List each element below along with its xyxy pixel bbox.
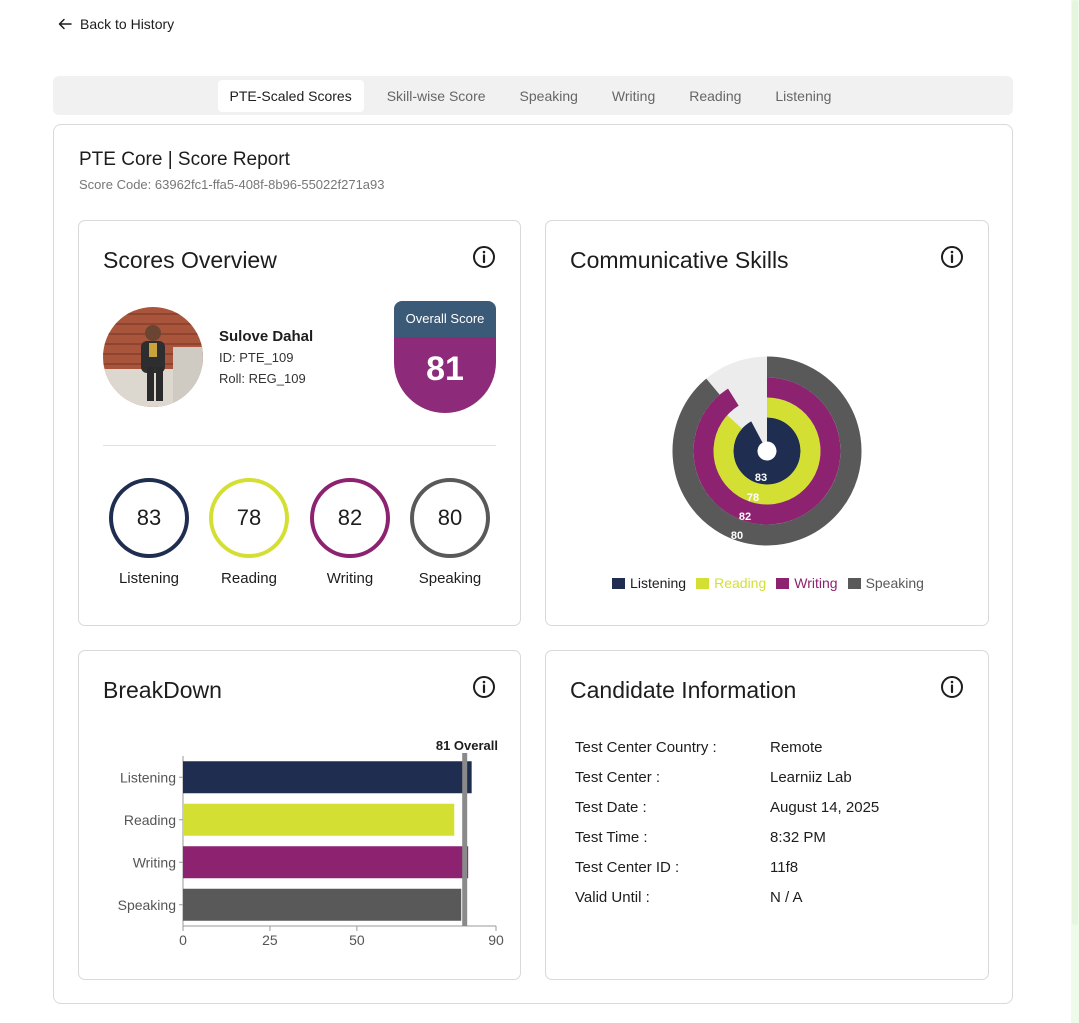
y-tick-label-speaking: Speaking	[118, 897, 176, 913]
tab-listening[interactable]: Listening	[775, 87, 832, 104]
legend-label: Reading	[714, 575, 767, 591]
info-value-test-date: August 14, 2025	[770, 799, 880, 816]
legend-label: Listening	[630, 575, 687, 591]
score-tabs: PTE-Scaled Scores Skill-wise Score Speak…	[53, 76, 1013, 115]
ring-label-writing: 82	[739, 511, 751, 523]
scrollbar-track[interactable]	[1071, 0, 1079, 1023]
ring-reading	[708, 392, 826, 510]
x-tick-label: 50	[349, 932, 365, 948]
legend-label: Speaking	[865, 575, 924, 591]
y-tick-label-listening: Listening	[120, 769, 176, 785]
legend-item-listening[interactable]: Listening	[612, 575, 686, 591]
writing-label: Writing	[326, 570, 374, 587]
listening-label: Listening	[118, 570, 180, 587]
back-label: Back to History	[80, 16, 175, 32]
y-tick-label-writing: Writing	[133, 854, 176, 870]
scores-overview-card: Scores Overview Sulove Dahal ID: PTE_109…	[78, 220, 521, 626]
card-title: BreakDown	[103, 677, 222, 703]
info-value-test-center-id: 11f8	[770, 859, 799, 876]
card-title: Communicative Skills	[570, 247, 789, 273]
card-title: Candidate Information	[570, 677, 797, 703]
chart-legend: Listening Reading Writing Speaking	[546, 575, 990, 591]
card-title: Scores Overview	[103, 247, 277, 273]
score-code: Score Code: 63962fc1-ffa5-408f-8b96-5502…	[79, 177, 385, 192]
info-label-valid-until: Valid Until :	[575, 889, 650, 906]
writing-score-ring: 82	[310, 478, 390, 558]
info-icon[interactable]	[472, 675, 496, 699]
breakdown-card: BreakDown Listening Reading Writing Speakin…	[78, 650, 521, 980]
tab-reading[interactable]: Reading	[689, 87, 742, 104]
y-tick-label-reading: Reading	[124, 812, 176, 828]
info-icon[interactable]	[940, 675, 964, 699]
info-icon[interactable]	[472, 245, 496, 269]
speaking-label: Speaking	[418, 570, 482, 587]
ring-writing	[690, 374, 844, 528]
ring-label-listening: 83	[755, 472, 767, 484]
legend-swatch	[612, 577, 626, 589]
legend-item-reading[interactable]: Reading	[696, 575, 766, 591]
bar-speaking	[183, 888, 462, 921]
speaking-score-ring: 80	[410, 478, 490, 558]
tab-skill-wise-score[interactable]: Skill-wise Score	[386, 87, 486, 104]
reading-label: Reading	[221, 570, 277, 587]
tab-writing[interactable]: Writing	[611, 87, 656, 104]
back-to-history-link[interactable]: Back to History	[58, 16, 174, 32]
bar-listening	[183, 761, 472, 794]
breakdown-chart: Listening Reading Writing Speaking 0 25 50 90 81…	[118, 738, 504, 948]
reading-score-ring: 78	[209, 478, 289, 558]
overall-score-value: 81	[394, 337, 496, 413]
arrow-left-icon	[58, 18, 72, 30]
legend-swatch	[696, 577, 710, 589]
legend-item-speaking[interactable]: Speaking	[847, 575, 924, 591]
legend-swatch	[776, 577, 790, 589]
x-tick-label: 90	[488, 932, 504, 948]
overall-score-label: Overall Score	[394, 301, 496, 337]
info-value-valid-until: N / A	[770, 889, 803, 906]
x-tick-label: 25	[262, 932, 278, 948]
info-value-test-time: 8:32 PM	[770, 829, 826, 846]
candidate-roll: Roll: REG_109	[219, 371, 306, 386]
candidate-photo	[103, 307, 203, 407]
tab-pte-scaled-scores[interactable]: PTE-Scaled Scores	[217, 79, 364, 112]
scrollbar-thumb[interactable]	[1072, 0, 1078, 925]
info-label-test-center-id: Test Center ID :	[575, 859, 680, 876]
report-title: PTE Core | Score Report	[79, 149, 290, 170]
overall-reference-label: 81 Overall	[436, 738, 498, 753]
info-label-test-time: Test Time :	[575, 829, 648, 846]
legend-swatch	[847, 577, 861, 589]
candidate-information-card: Candidate Information Test Center Countr…	[545, 650, 989, 980]
overall-reference-line	[462, 753, 468, 926]
divider	[103, 445, 496, 446]
communicative-skills-card: Communicative Skills 83 78 82 80 Listening R…	[545, 220, 989, 626]
info-icon[interactable]	[940, 245, 964, 269]
candidate-id: ID: PTE_109	[219, 350, 294, 365]
info-label-test-date: Test Date :	[575, 799, 647, 816]
info-label-test-center-country: Test Center Country :	[575, 739, 717, 756]
legend-label: Writing	[794, 575, 838, 591]
ring-label-reading: 78	[747, 492, 759, 504]
legend-item-writing[interactable]: Writing	[776, 575, 838, 591]
tab-speaking[interactable]: Speaking	[519, 87, 578, 104]
ring-listening	[724, 408, 810, 494]
bar-reading	[183, 803, 455, 836]
info-label-test-center: Test Center :	[575, 769, 661, 786]
ring-speaking	[672, 356, 862, 546]
bar-writing	[183, 846, 469, 879]
score-report-panel: PTE Core | Score Report Score Code: 6396…	[53, 124, 1013, 1004]
communicative-skills-chart: 83 78 82 80	[672, 356, 862, 546]
x-tick-label: 0	[179, 932, 187, 948]
ring-label-speaking: 80	[731, 530, 743, 542]
listening-score-ring: 83	[109, 478, 189, 558]
candidate-name: Sulove Dahal	[219, 328, 314, 345]
info-value-test-center: Learniiz Lab	[770, 769, 852, 786]
info-value-test-center-country: Remote	[770, 739, 823, 756]
avatar	[103, 307, 203, 407]
overall-score-badge: Overall Score 81	[394, 301, 496, 413]
